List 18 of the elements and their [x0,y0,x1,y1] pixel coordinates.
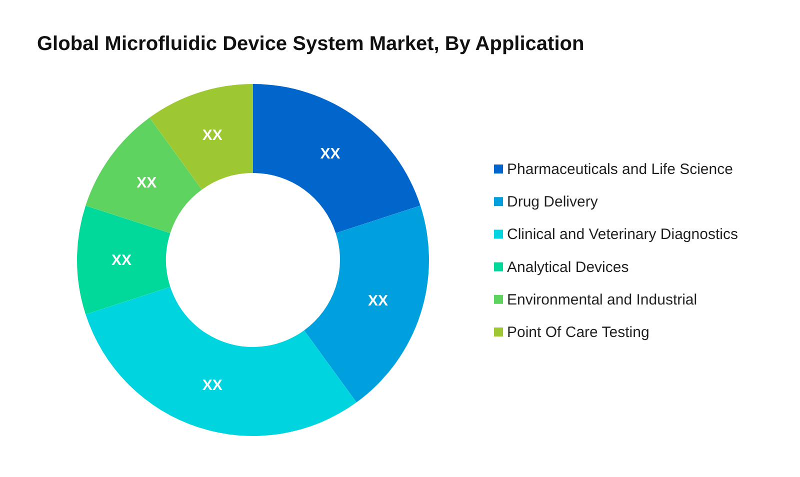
donut-slice [86,118,202,234]
donut-slice [304,206,429,402]
legend-label: Pharmaceuticals and Life Science [507,160,733,178]
legend-label: Environmental and Industrial [507,290,698,308]
data-label: XX [320,145,340,162]
chart-title: Global Microfluidic Device System Market, By Application [37,33,584,55]
data-label: XX [111,252,132,268]
data-label: XX [202,376,222,394]
legend-label: Analytical Devices [507,258,629,276]
data-label: XX [368,292,388,310]
data-label: XX [136,174,157,192]
legend-label: Drug Delivery [507,193,598,210]
legend-label: Clinical and Veterinary Diagnostics [507,226,738,243]
donut-slice [77,206,170,314]
donut-slice [86,286,356,436]
donut-slice [253,84,420,234]
legend-label: Point Of Care Testing [507,324,650,340]
data-label: XX [202,126,222,144]
